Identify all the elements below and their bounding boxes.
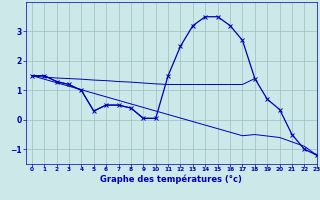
X-axis label: Graphe des températures (°c): Graphe des températures (°c) — [100, 175, 242, 184]
